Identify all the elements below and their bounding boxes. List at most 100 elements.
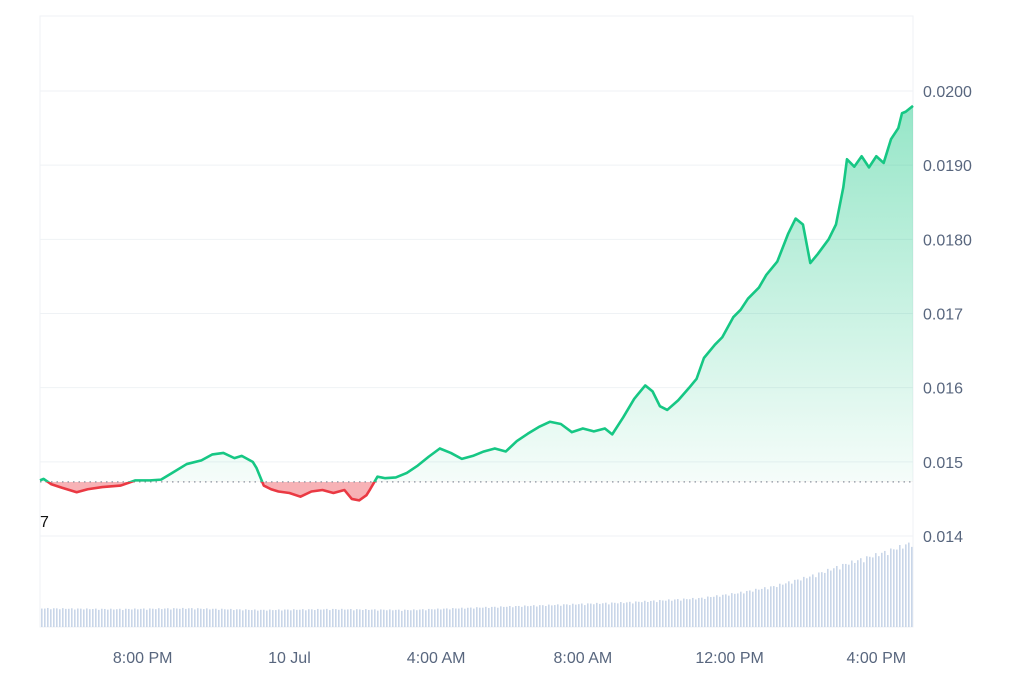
- volume-bar: [656, 602, 658, 627]
- volume-bar: [893, 549, 895, 627]
- volume-bar: [719, 596, 721, 627]
- volume-bar: [221, 608, 223, 627]
- volume-bar: [203, 609, 205, 627]
- volume-bar: [896, 549, 898, 627]
- volume-bar: [620, 602, 622, 627]
- volume-bar: [197, 608, 199, 627]
- volume-bar: [182, 607, 184, 627]
- volume-bar: [359, 609, 361, 627]
- volume-bar: [551, 605, 553, 627]
- volume-bar: [842, 563, 844, 627]
- volume-bar: [809, 576, 811, 627]
- volume-bar: [851, 560, 853, 627]
- volume-bar: [473, 608, 475, 627]
- volume-bar: [665, 600, 667, 627]
- volume-bar: [584, 605, 586, 627]
- volume-bar: [746, 590, 748, 627]
- y-tick-label: 0.015: [923, 455, 963, 472]
- volume-bar: [338, 609, 340, 627]
- volume-bar: [839, 569, 841, 627]
- volume-bar: [566, 604, 568, 627]
- volume-bar: [707, 596, 709, 627]
- volume-bar: [140, 608, 142, 627]
- volume-bar: [44, 608, 46, 627]
- volume-bar: [824, 572, 826, 627]
- volume-bar: [749, 590, 751, 627]
- volume-bar: [908, 542, 910, 627]
- volume-bar: [215, 608, 217, 627]
- volume-bar: [752, 591, 754, 627]
- volume-bar: [398, 609, 400, 627]
- volume-bar: [812, 574, 814, 627]
- x-tick-label: 12:00 PM: [695, 650, 763, 667]
- volume-bar: [755, 588, 757, 627]
- volume-bar: [803, 576, 805, 627]
- volume-bar: [833, 568, 835, 627]
- volume-bar: [557, 604, 559, 627]
- volume-bar: [212, 608, 214, 627]
- volume-bar: [86, 608, 88, 627]
- volume-bar: [386, 610, 388, 627]
- volume-bar: [635, 601, 637, 627]
- volume-bar: [623, 603, 625, 627]
- volume-bar: [626, 602, 628, 627]
- volume-bar: [854, 562, 856, 627]
- x-tick-label: 4:00 PM: [847, 650, 907, 667]
- volume-bar: [674, 599, 676, 627]
- volume-bar: [902, 548, 904, 627]
- volume-bar: [446, 608, 448, 627]
- volume-bar: [380, 609, 382, 627]
- volume-bar: [254, 609, 256, 627]
- volume-bar: [869, 556, 871, 627]
- volume-bar: [872, 557, 874, 627]
- volume-bar: [59, 609, 61, 627]
- volume-bar: [506, 606, 508, 627]
- price-line: [39, 104, 914, 502]
- volume-bar: [464, 608, 466, 627]
- volume-bar: [383, 609, 385, 627]
- volume-bar: [455, 608, 457, 627]
- volume-bar: [827, 568, 829, 627]
- volume-bar: [350, 609, 352, 627]
- volume-bar: [389, 609, 391, 627]
- volume-bar: [548, 604, 550, 627]
- volume-bar: [860, 558, 862, 627]
- volume-bar: [611, 602, 613, 627]
- volume-bar: [470, 607, 472, 627]
- volume-bar: [287, 609, 289, 627]
- volume-bar: [497, 607, 499, 627]
- volume-bar: [260, 609, 262, 627]
- volume-bar: [401, 610, 403, 627]
- y-tick-label: 0.0190: [923, 158, 972, 175]
- volume-bar: [365, 609, 367, 627]
- volume-bar: [269, 609, 271, 627]
- volume-bar: [593, 604, 595, 627]
- volume-bar: [113, 609, 115, 627]
- volume-bar: [71, 608, 73, 627]
- volume-bar: [761, 588, 763, 627]
- volume-bar: [440, 609, 442, 627]
- volume-bar: [575, 604, 577, 627]
- volume-bar: [80, 608, 82, 627]
- volume-bar: [278, 609, 280, 627]
- volume-bar: [125, 608, 127, 627]
- volume-bar: [542, 605, 544, 627]
- volume-bar: [242, 610, 244, 627]
- volume-bar: [641, 602, 643, 627]
- volume-bar: [515, 606, 517, 627]
- volume-bar: [848, 564, 850, 627]
- volume-bar: [422, 609, 424, 627]
- y-tick-label: 0.014: [923, 529, 963, 546]
- volume-bar: [266, 610, 268, 627]
- volume-bar: [587, 603, 589, 627]
- volume-bar: [101, 608, 103, 627]
- x-tick-label: 10 Jul: [268, 650, 311, 667]
- volume-bar: [671, 600, 673, 627]
- volume-bar: [500, 606, 502, 627]
- volume-bar: [737, 593, 739, 627]
- y-tick-label: 0.0180: [923, 232, 972, 249]
- volume-bar: [758, 589, 760, 627]
- volume-bar: [131, 609, 133, 627]
- volume-bar: [452, 608, 454, 627]
